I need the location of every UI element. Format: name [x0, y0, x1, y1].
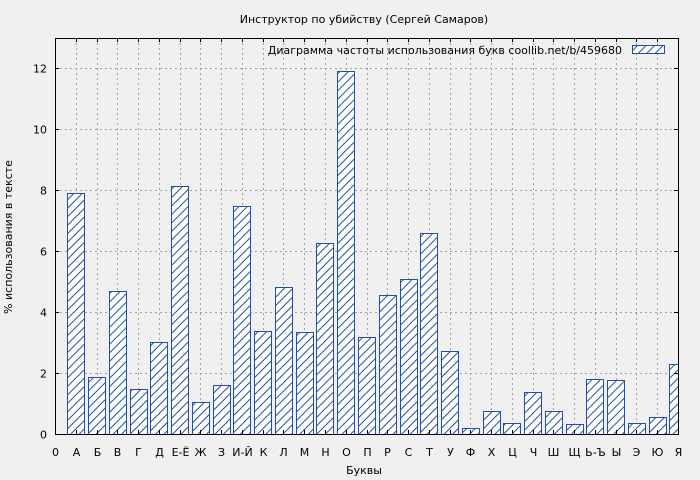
bar-Ч: [524, 392, 542, 435]
bar-Н: [316, 243, 334, 435]
bar-Ж: [192, 402, 210, 435]
x-tick-label: Е-Ё: [172, 446, 190, 459]
x-tick-label: Р: [384, 446, 391, 459]
x-tick-label: З: [218, 446, 225, 459]
legend-label: Диаграмма частоты использования букв coo…: [268, 44, 622, 57]
bar-В: [109, 291, 127, 435]
x-tick-label: Э: [633, 446, 641, 459]
bar-К: [254, 331, 272, 435]
legend-swatch: [632, 45, 665, 54]
y-tick-label: 6: [40, 246, 47, 259]
plot-frame: [55, 38, 679, 435]
bar-Е-Ё: [171, 186, 189, 435]
x-tick-label: Д: [155, 446, 164, 459]
y-tick-label: 10: [33, 124, 47, 137]
bar-П: [358, 337, 376, 435]
y-axis-ticks: 0 2 4 6 8 10 12: [33, 63, 678, 442]
x-tick-label: Г: [135, 446, 142, 459]
bar-З: [213, 385, 231, 435]
x-tick-label: Щ: [568, 446, 580, 459]
x-tick-label: К: [260, 446, 268, 459]
bar-Д: [150, 342, 168, 435]
legend: Диаграмма частоты использования букв coo…: [268, 44, 665, 57]
bar-Ы: [607, 380, 625, 435]
x-tick-label: С: [405, 446, 413, 459]
bar-Ь-Ъ: [586, 379, 604, 435]
y-tick-label: 8: [40, 185, 47, 198]
x-tick-label: Б: [94, 446, 102, 459]
x-tick-label: В: [114, 446, 122, 459]
x-tick-label: 0: [52, 446, 59, 459]
bar-Т: [420, 233, 438, 435]
x-tick-label: П: [363, 446, 371, 459]
x-tick-label: Ы: [612, 446, 622, 459]
x-tick-label: Ц: [508, 446, 517, 459]
chart-title: Инструктор по убийству (Сергей Самаров): [240, 13, 488, 26]
x-tick-label: Ю: [652, 446, 664, 459]
bars: [67, 71, 679, 435]
bar-С: [400, 279, 418, 435]
y-tick-label: 12: [33, 63, 47, 76]
x-tick-label: Ш: [548, 446, 560, 459]
x-tick-label: Ж: [195, 446, 207, 459]
bar-Б: [88, 377, 106, 435]
y-tick-label: 4: [40, 307, 47, 320]
x-tick-label: Ф: [466, 446, 475, 459]
bar-И-Й: [233, 206, 251, 435]
bar-Я: [669, 364, 679, 435]
bar-А: [67, 193, 85, 435]
x-tick-label: Ч: [530, 446, 538, 459]
bar-М: [296, 332, 314, 435]
x-tick-label: Н: [321, 446, 329, 459]
bar-Г: [130, 389, 148, 435]
x-axis-label: Буквы: [346, 464, 382, 477]
x-tick-label: Т: [425, 446, 433, 459]
x-tick-label: М: [300, 446, 310, 459]
bar-Р: [379, 295, 397, 435]
x-tick-label: Х: [488, 446, 496, 459]
x-tick-label: И-Й: [232, 446, 252, 459]
x-tick-label: Я: [675, 446, 683, 459]
y-axis-label: % использования в тексте: [2, 160, 15, 314]
bar-У: [441, 351, 459, 435]
x-tick-label: У: [447, 446, 454, 459]
x-tick-label: А: [73, 446, 81, 459]
y-tick-label: 2: [40, 368, 47, 381]
x-tick-label: Л: [279, 446, 287, 459]
bar-О: [337, 71, 355, 435]
y-tick-label: 0: [40, 429, 47, 442]
x-tick-label: Ь-Ъ: [585, 446, 606, 459]
x-tick-label: О: [342, 446, 351, 459]
bar-Л: [275, 287, 293, 435]
